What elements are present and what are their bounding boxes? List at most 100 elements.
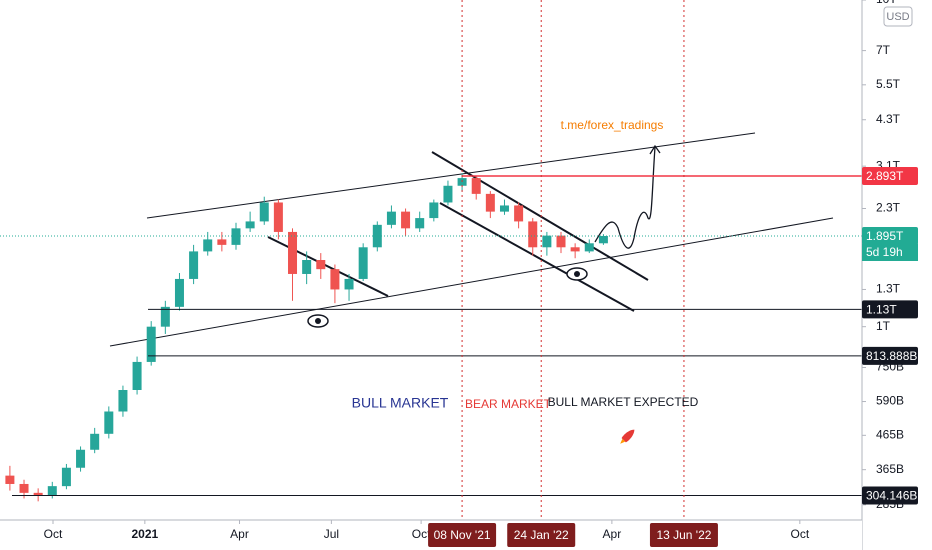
x-tick-label: Oct	[790, 527, 809, 541]
y-tick-label: 365B	[876, 462, 904, 476]
y-tick-label: 590B	[876, 394, 904, 408]
candle-body	[429, 202, 439, 219]
candle-body	[471, 178, 481, 194]
candle-body	[499, 205, 509, 212]
candle-body	[104, 411, 114, 434]
candle-body	[528, 221, 538, 248]
candle-body	[570, 247, 580, 252]
x-tick-label: Oct	[44, 527, 63, 541]
candle-body	[61, 467, 71, 487]
currency-box	[883, 6, 913, 27]
candle-body	[33, 492, 43, 496]
rocket-flame	[620, 438, 626, 444]
projection-arrow	[649, 144, 661, 155]
lower-channel-line	[109, 217, 834, 347]
candle-body	[443, 185, 453, 203]
candle-body	[485, 193, 495, 212]
candle-body	[302, 260, 312, 274]
x-tick-label: Oct	[412, 527, 431, 541]
y-tick-label: 1.3T	[876, 282, 901, 296]
y-tick-label: 4.3T	[876, 112, 901, 126]
date-badge-label: 24 Jan '22	[514, 528, 569, 542]
date-badge-label: 08 Nov '21	[434, 528, 491, 542]
candle-body	[556, 235, 566, 248]
link-annotation: t.me/forex_tradings	[561, 118, 664, 132]
y-tick-label: 465B	[876, 427, 904, 441]
price-label: 813.888B	[866, 349, 917, 363]
candle-body	[5, 475, 15, 484]
candle-body	[415, 218, 425, 229]
price-label-box	[862, 346, 918, 365]
candle-body	[386, 211, 396, 225]
candle-body	[358, 247, 368, 279]
x-tick-label: 2021	[131, 527, 158, 541]
candle-body	[245, 221, 255, 229]
candle-body	[217, 239, 227, 245]
candle-body	[76, 449, 86, 468]
countdown-box	[862, 243, 918, 261]
candle-body	[401, 211, 411, 229]
date-badge-label: 13 Jun '22	[656, 528, 711, 542]
candle-body	[132, 361, 142, 390]
x-tick-label: Jul	[324, 527, 339, 541]
eye-pupil	[315, 318, 321, 324]
price-label-box	[862, 486, 918, 505]
candle-body	[146, 326, 156, 362]
price-label: 2.893T	[866, 169, 904, 183]
candle-body	[189, 251, 199, 279]
price-label: 1.895T	[866, 229, 904, 243]
candle-body	[344, 278, 354, 290]
rocket-icon	[620, 429, 635, 444]
eye-icons	[307, 267, 588, 328]
date-badge	[428, 523, 497, 547]
candle-body	[316, 260, 326, 270]
candles	[5, 173, 608, 502]
candle-body	[514, 205, 524, 222]
candle-body	[160, 306, 170, 327]
flag-line	[431, 151, 649, 281]
bull-annotation: BULL MARKET	[352, 395, 449, 411]
date-badge	[507, 523, 576, 547]
price-label: 1.13T	[866, 303, 897, 317]
projection-path	[594, 146, 656, 249]
candle-body	[598, 235, 608, 244]
bear-annotation: BEAR MARKET	[465, 397, 552, 411]
date-badge	[649, 523, 718, 547]
x-tick-label: Apr	[230, 527, 249, 541]
levels	[0, 0, 862, 520]
candle-body	[259, 202, 269, 222]
drawings	[109, 132, 834, 347]
y-tick-label: 7T	[876, 43, 891, 57]
price-axis	[862, 0, 932, 550]
axis-labels: 10T7T5.5T4.3T3.1T2.3T1.3T1T750B590B465B3…	[44, 0, 918, 547]
price-label-box	[862, 226, 918, 245]
candle-body	[542, 235, 552, 248]
candle-body	[372, 224, 382, 248]
candle-body	[19, 483, 29, 493]
x-tick-label: Apr	[603, 527, 622, 541]
y-tick-label: 2.3T	[876, 201, 901, 215]
expected-annotation: BULL MARKET EXPECTED	[548, 395, 699, 409]
countdown-label: 5d 19h	[866, 245, 903, 259]
candle-body	[584, 243, 594, 252]
candle-body	[90, 433, 100, 450]
eye-pupil	[574, 271, 580, 277]
flag-line	[439, 202, 635, 312]
price-label-box	[862, 300, 918, 319]
candle-body	[273, 202, 283, 232]
candle-body	[288, 231, 298, 274]
y-tick-label: 5.5T	[876, 77, 901, 91]
price-label: 304.146B	[866, 489, 917, 503]
candle-body	[231, 228, 241, 245]
rocket-body	[621, 429, 635, 443]
candle-body	[118, 390, 128, 412]
currency-label: USD	[886, 11, 909, 23]
candle-body	[203, 239, 213, 252]
candle-body	[174, 278, 184, 307]
candle-body	[47, 486, 57, 496]
flag-line	[267, 236, 389, 297]
y-tick-label: 1T	[876, 319, 891, 333]
candle-body	[330, 269, 340, 290]
